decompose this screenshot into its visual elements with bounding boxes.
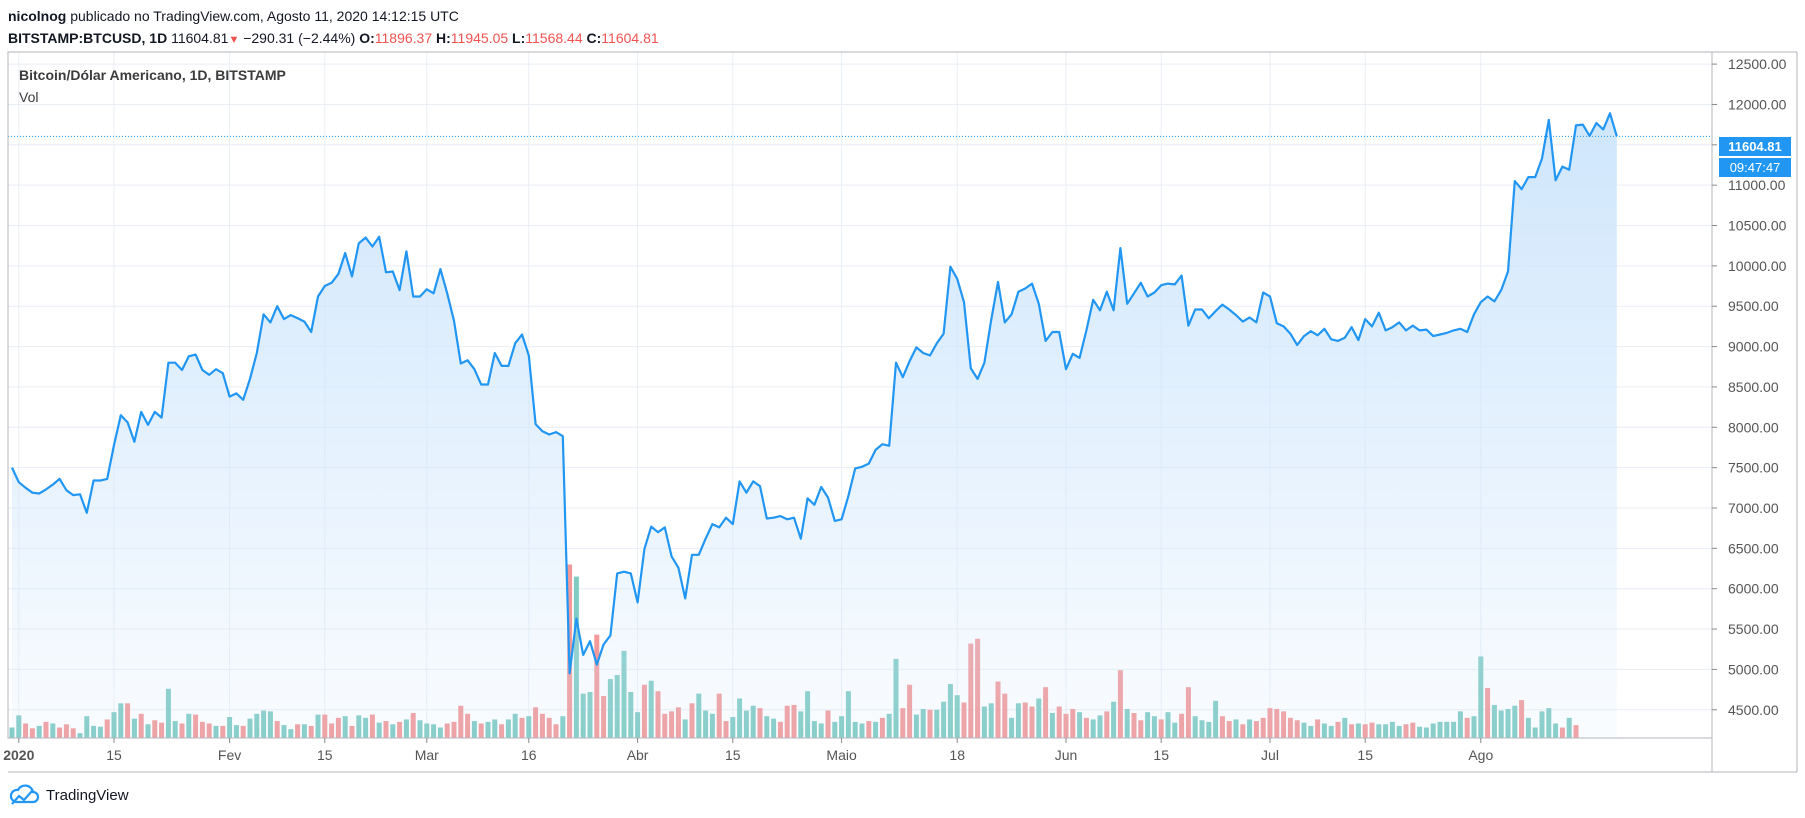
tradingview-brand: TradingView (46, 786, 129, 804)
legend-title: Bitcoin/Dólar Americano, 1D, BITSTAMP (19, 67, 286, 83)
y-tick-label: 7000.00 (1728, 500, 1779, 516)
legend-vol: Vol (19, 89, 38, 105)
high-value: 11945.05 (450, 30, 509, 46)
x-tick-label: Jul (1261, 747, 1279, 763)
x-tick-label: 16 (521, 747, 537, 763)
x-tick-label: 15 (317, 747, 333, 763)
down-arrow-icon: ▼ (228, 34, 240, 46)
price-change: −290.31 (−2.44%) (243, 30, 356, 46)
y-tick-label: 6000.00 (1728, 581, 1779, 597)
y-tick-label: 4500.00 (1728, 702, 1779, 718)
x-tick-label: 15 (106, 747, 122, 763)
y-tick-label: 12500.00 (1728, 56, 1787, 72)
countdown-value: 09:47:47 (1730, 160, 1781, 175)
y-tick-label: 7500.00 (1728, 460, 1779, 476)
price-tag-value: 11604.81 (1728, 139, 1782, 154)
close-label: C: (586, 30, 602, 46)
x-tick-label: 15 (1153, 747, 1169, 763)
high-label: H: (436, 30, 451, 46)
last-price: 11604.81 (171, 30, 229, 46)
x-tick-label: Mar (415, 747, 439, 763)
publication-line: nicolnog publicado no TradingView.com, A… (8, 7, 459, 25)
price-tag-box (1719, 137, 1791, 156)
low-label: L: (512, 30, 526, 46)
price-area (8, 112, 1712, 739)
x-tick-label: 18 (949, 747, 965, 763)
x-tick-label: Fev (218, 747, 241, 763)
x-tick-label: Ago (1468, 747, 1493, 763)
author-name[interactable]: nicolnog (8, 8, 67, 24)
y-tick-label: 6500.00 (1728, 540, 1779, 556)
y-tick-label: 12000.00 (1728, 96, 1787, 112)
open-value: 11896.37 (374, 30, 433, 46)
symbol-label: BITSTAMP:BTCUSD, 1D (8, 30, 168, 46)
y-tick-label: 5000.00 (1728, 661, 1779, 677)
price-area-fill (12, 113, 1617, 739)
x-tick-label: Abr (627, 747, 649, 763)
x-tick-label: Maio (826, 747, 857, 763)
low-value: 11568.44 (525, 30, 583, 46)
tradingview-logo[interactable]: TradingView (8, 784, 129, 806)
price-line (11, 112, 1618, 675)
y-tick-label: 11000.00 (1728, 177, 1786, 193)
y-tick-label: 10000.00 (1728, 258, 1787, 274)
y-tick-label: 10500.00 (1728, 218, 1787, 234)
x-tick-label: 15 (1357, 747, 1373, 763)
tradingview-cloud-icon (9, 784, 40, 805)
y-tick-label: 5500.00 (1728, 621, 1779, 637)
chart-frame (7, 51, 1798, 773)
open-label: O: (359, 30, 375, 46)
y-tick-label: 9000.00 (1728, 339, 1779, 355)
countdown-box (1719, 158, 1791, 177)
close-value: 11604.81 (601, 30, 659, 46)
x-tick-label: Jun (1055, 747, 1078, 763)
axes: 4500.00 5000.00 5500.00 6000.00 6500.00 7000.… (3, 56, 1786, 763)
last-price-tag: 11604.81 09:47:47 (1719, 137, 1791, 177)
y-tick-label: 9500.00 (1728, 298, 1779, 314)
published-text: publicado no TradingView.com, Agosto 11,… (70, 8, 459, 24)
x-tick-label: 15 (725, 747, 741, 763)
y-tick-label: 8000.00 (1728, 419, 1779, 435)
ohlc-line: BITSTAMP:BTCUSD, 1D 11604.81▼ −290.31 (−… (8, 29, 659, 49)
x-tick-label: 2020 (3, 747, 34, 763)
y-tick-label: 8500.00 (1728, 379, 1779, 395)
